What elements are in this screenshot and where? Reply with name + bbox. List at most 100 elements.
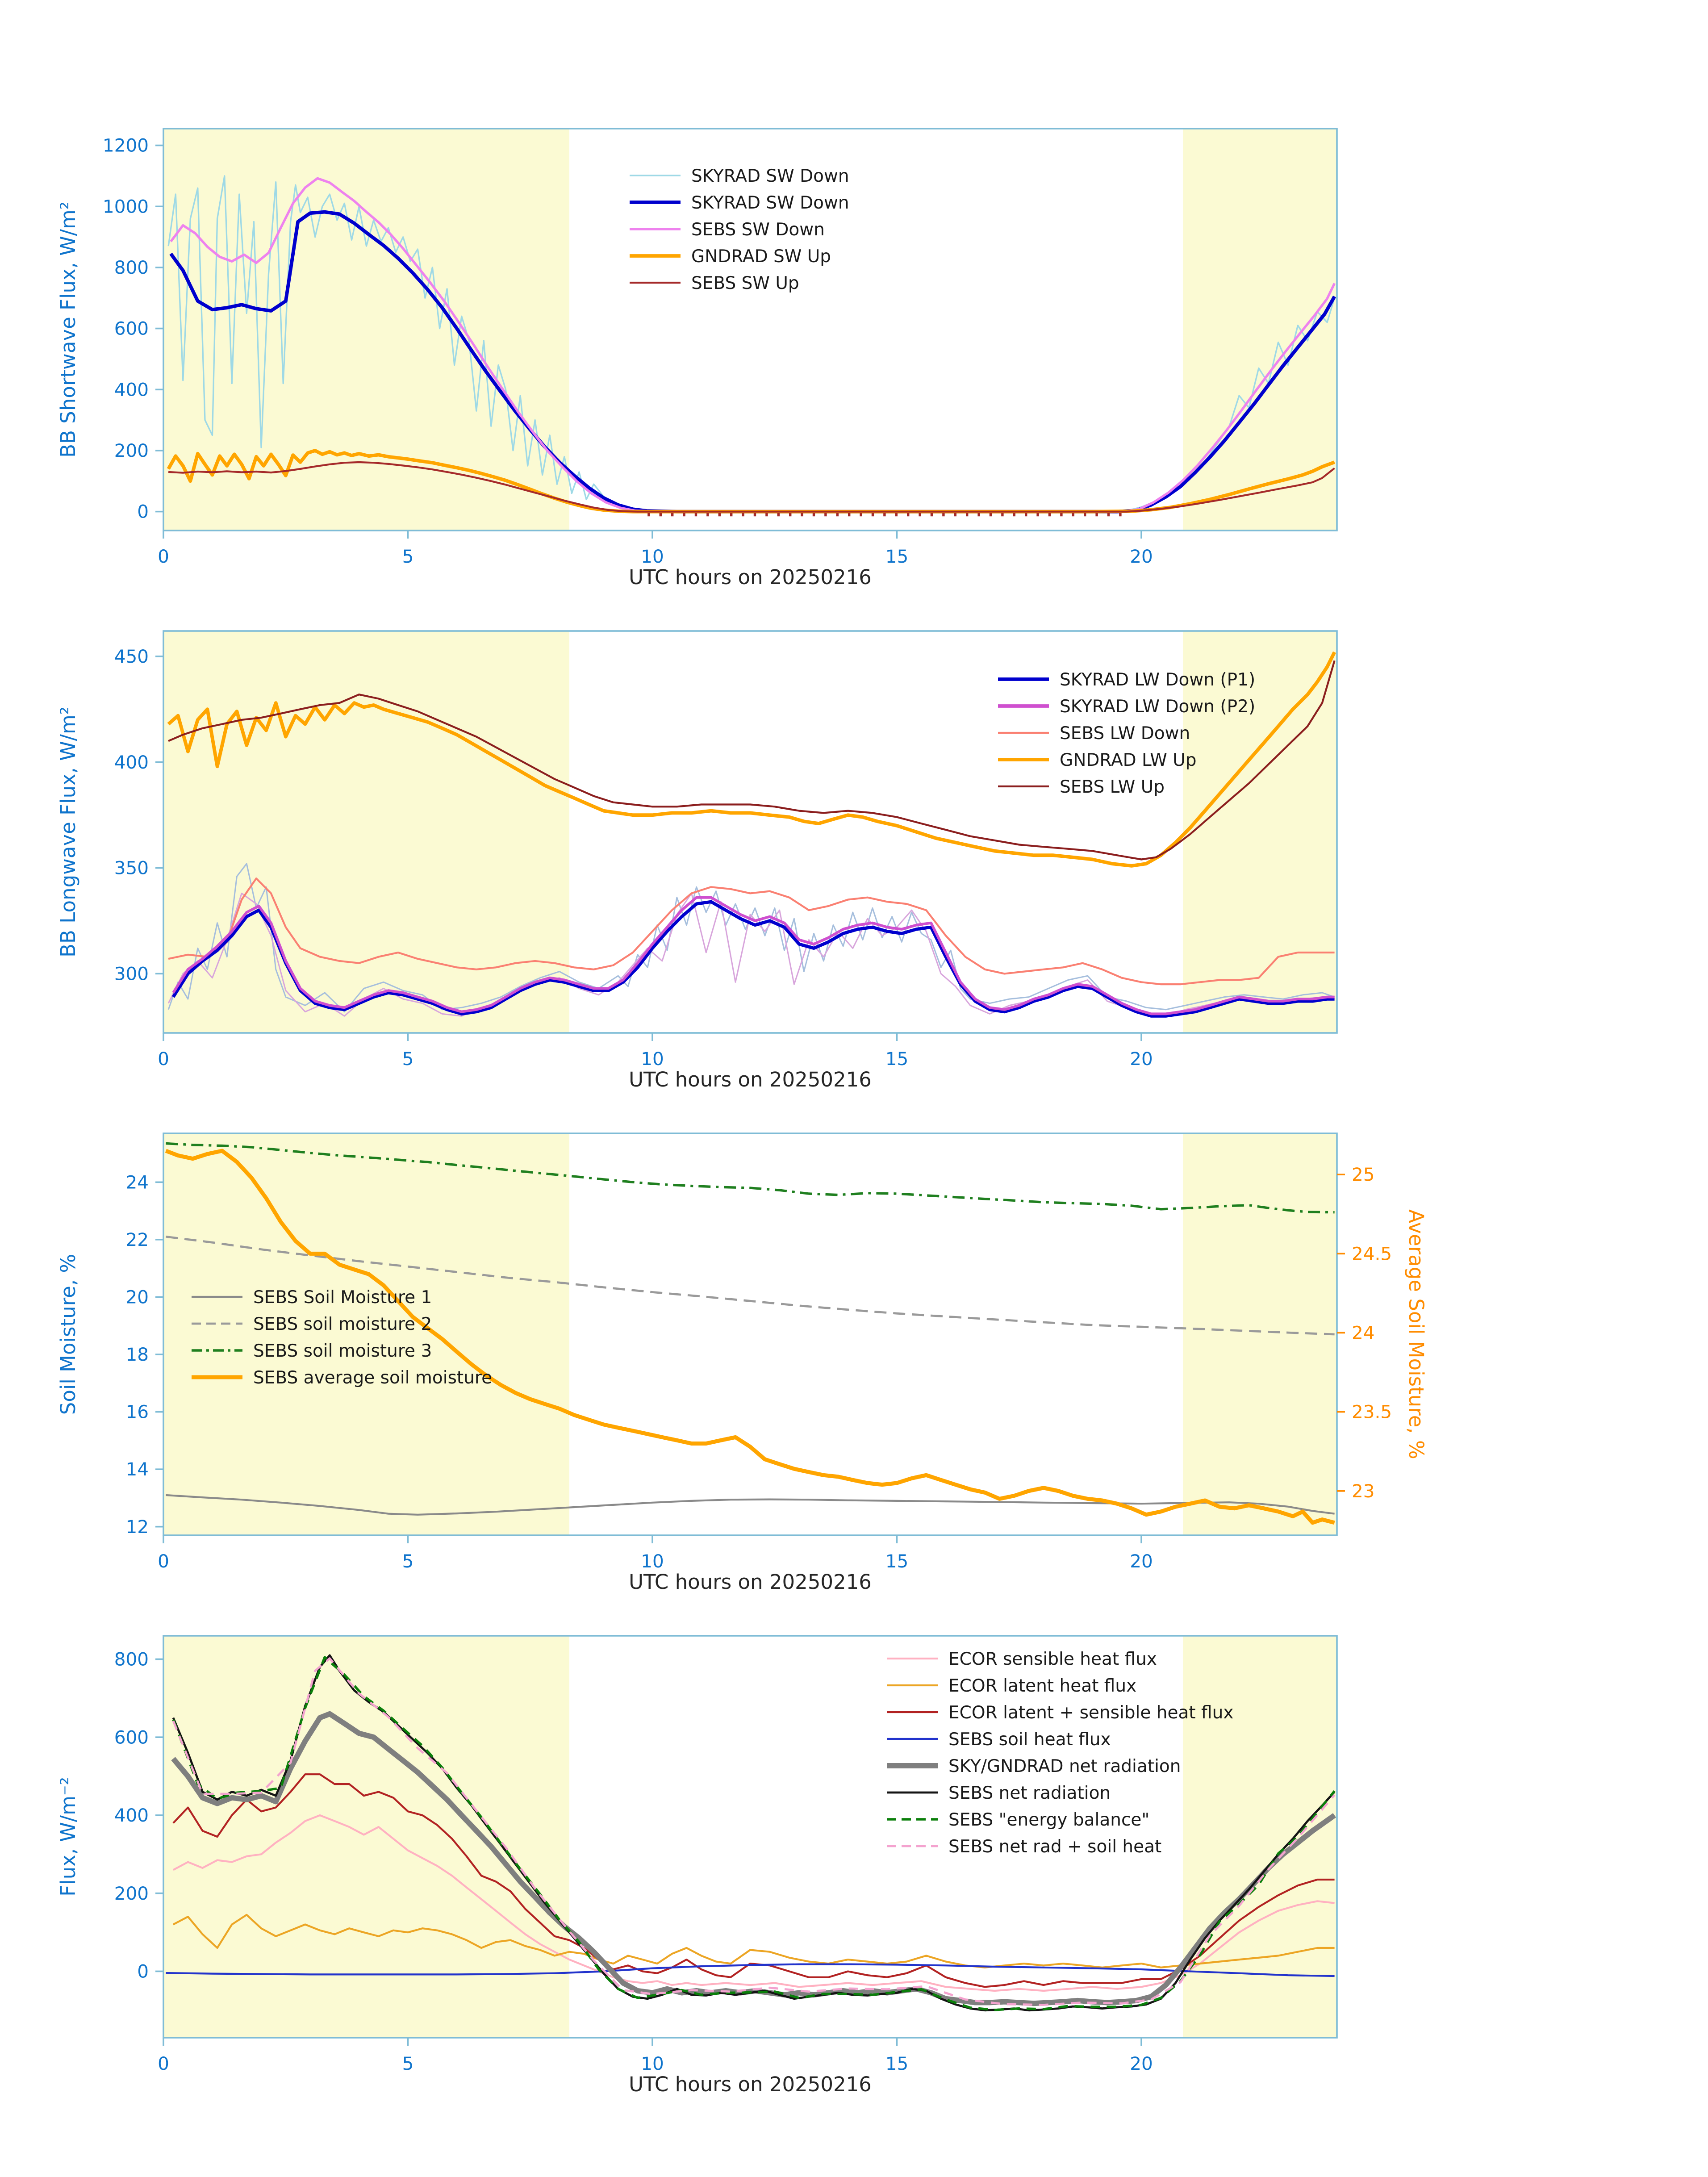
svg-text:600: 600 bbox=[114, 1726, 149, 1748]
series-gndrad-lw-up bbox=[167, 651, 1336, 868]
x-axis-label: UTC hours on 20250216 bbox=[629, 2073, 872, 2096]
svg-text:0: 0 bbox=[137, 501, 149, 522]
svg-text:10: 10 bbox=[641, 1048, 664, 1070]
legend-label: SEBS net rad + soil heat bbox=[948, 1837, 1161, 1857]
y-axis-label: BB Shortwave Flux, W/m² bbox=[56, 201, 80, 458]
svg-text:24: 24 bbox=[125, 1171, 149, 1193]
svg-text:20: 20 bbox=[1130, 546, 1153, 567]
svg-text:14: 14 bbox=[125, 1458, 149, 1480]
axis-ticks: 0 5 10 15 20 300 350 400 450 bbox=[114, 646, 1153, 1070]
svg-text:450: 450 bbox=[114, 646, 149, 667]
svg-text:15: 15 bbox=[885, 1550, 909, 1572]
svg-text:0: 0 bbox=[158, 2053, 169, 2074]
y-axis-label: Soil Moisture, % bbox=[56, 1254, 80, 1415]
svg-text:24: 24 bbox=[1352, 1322, 1375, 1344]
series-sebs-soil-moisture-3 bbox=[166, 1142, 1335, 1214]
legend-label: SEBS net radiation bbox=[948, 1783, 1111, 1803]
svg-text:1200: 1200 bbox=[103, 135, 149, 156]
svg-text:20: 20 bbox=[1130, 1048, 1153, 1070]
svg-text:1000: 1000 bbox=[103, 196, 149, 217]
svg-text:23.5: 23.5 bbox=[1352, 1401, 1392, 1423]
axes-frame bbox=[163, 630, 1338, 1034]
legend-label: GNDRAD SW Up bbox=[691, 247, 831, 267]
legend-label: ECOR latent heat flux bbox=[948, 1676, 1136, 1696]
y-axis-label: BB Longwave Flux, W/m² bbox=[56, 706, 80, 957]
svg-text:5: 5 bbox=[402, 1048, 414, 1070]
svg-text:15: 15 bbox=[885, 546, 909, 567]
svg-text:800: 800 bbox=[114, 1649, 149, 1670]
svg-text:15: 15 bbox=[885, 2053, 909, 2074]
svg-text:0: 0 bbox=[158, 546, 169, 567]
legend-label: SEBS soil moisture 3 bbox=[253, 1341, 432, 1361]
shaded-band bbox=[1183, 1636, 1337, 2038]
axes-frame bbox=[163, 1132, 1338, 1536]
svg-text:5: 5 bbox=[402, 1550, 414, 1572]
legend-label: ECOR sensible heat flux bbox=[948, 1649, 1157, 1669]
legend-label: GNDRAD LW Up bbox=[1060, 750, 1196, 770]
legend-label: SKYRAD SW Down bbox=[691, 166, 849, 186]
shaded-band bbox=[163, 1636, 569, 2038]
legend-label: SKYRAD SW Down bbox=[691, 193, 849, 213]
legend-label: SEBS LW Up bbox=[1060, 777, 1165, 797]
svg-text:400: 400 bbox=[114, 379, 149, 400]
series-sebs-netrad-plus-soilheat bbox=[172, 1657, 1336, 2006]
series-skyrad-lw-down-p1-raw bbox=[167, 863, 1335, 1013]
series-sebs-energy-balance bbox=[172, 1656, 1336, 2011]
x-axis-label: UTC hours on 20250216 bbox=[629, 1570, 872, 1594]
svg-text:20: 20 bbox=[1130, 1550, 1153, 1572]
svg-text:0: 0 bbox=[158, 1048, 169, 1070]
axes-frame bbox=[163, 128, 1338, 531]
legend-label: SEBS average soil moisture bbox=[253, 1368, 492, 1388]
svg-text:15: 15 bbox=[885, 1048, 909, 1070]
svg-text:10: 10 bbox=[641, 1550, 664, 1572]
series-sebs-average-soil-moisture bbox=[165, 1149, 1335, 1525]
axes-frame bbox=[163, 1635, 1338, 2039]
series-sebs-sw-up bbox=[168, 461, 1335, 513]
chart-soil-moisture: 0 5 10 15 20 12 14 16 18 20 22 24 23 23.5 24 24.5 25 SEBS… bbox=[56, 1132, 1428, 1594]
shaded-band bbox=[163, 631, 569, 1033]
legend-label: SKY/GNDRAD net radiation bbox=[948, 1756, 1181, 1776]
svg-text:300: 300 bbox=[114, 963, 149, 984]
legend: SKYRAD SW Down SKYRAD SW Down SEBS SW Down… bbox=[630, 166, 849, 293]
legend: SKYRAD LW Down (P1) SKYRAD LW Down (P2) SE… bbox=[998, 670, 1255, 797]
series-sebs-soil-heat bbox=[166, 1963, 1335, 1977]
axis-ticks: 0 5 10 15 20 12 14 16 18 20 22 24 23 23.5 24 24.5 25 bbox=[125, 1164, 1392, 1572]
svg-text:200: 200 bbox=[114, 1883, 149, 1904]
legend-label: SEBS soil heat flux bbox=[948, 1730, 1111, 1750]
legend: SEBS Soil Moisture 1 SEBS soil moisture 2… bbox=[192, 1287, 492, 1388]
series-ecor-latent-plus-sensible bbox=[172, 1773, 1335, 1988]
svg-text:16: 16 bbox=[125, 1401, 149, 1423]
shaded-band bbox=[163, 129, 569, 531]
legend-label: SEBS SW Up bbox=[691, 273, 799, 293]
series-skyrad-lw-down-p1 bbox=[171, 900, 1335, 1018]
legend-label: ECOR latent + sensible heat flux bbox=[948, 1703, 1233, 1723]
series-ecor-sensible bbox=[172, 1814, 1335, 1992]
svg-text:5: 5 bbox=[402, 2053, 414, 2074]
svg-text:10: 10 bbox=[641, 546, 664, 567]
series-sebs-lw-down bbox=[168, 877, 1335, 986]
series-group bbox=[166, 1654, 1336, 2012]
svg-text:0: 0 bbox=[158, 1550, 169, 1572]
svg-text:600: 600 bbox=[114, 318, 149, 339]
x-axis-label: UTC hours on 20250216 bbox=[629, 1068, 872, 1091]
svg-text:12: 12 bbox=[125, 1516, 149, 1538]
legend-label: SEBS LW Down bbox=[1060, 723, 1190, 744]
legend-label: SKYRAD LW Down (P2) bbox=[1060, 697, 1255, 717]
svg-text:10: 10 bbox=[641, 2053, 664, 2074]
svg-text:25: 25 bbox=[1352, 1164, 1375, 1185]
series-group bbox=[167, 175, 1336, 517]
series-group bbox=[165, 1142, 1335, 1525]
svg-text:18: 18 bbox=[125, 1344, 149, 1365]
legend-label: SEBS soil moisture 2 bbox=[253, 1314, 432, 1334]
svg-text:400: 400 bbox=[114, 1805, 149, 1826]
svg-text:800: 800 bbox=[114, 257, 149, 278]
legend: ECOR sensible heat flux ECOR latent heat … bbox=[887, 1649, 1233, 1857]
